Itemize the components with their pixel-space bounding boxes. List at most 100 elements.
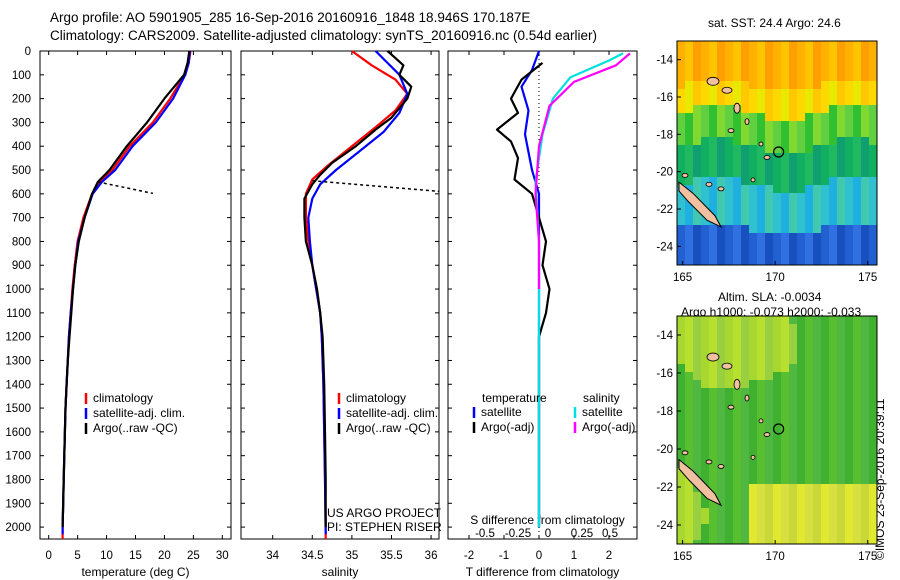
sst-map-cell — [813, 121, 821, 129]
sst-map-cell — [797, 241, 805, 249]
sla-map-cell — [717, 396, 725, 404]
sst-map-cell — [853, 217, 861, 225]
difference-top-tick-label: -0.25 — [505, 528, 531, 540]
sla-map-cell — [821, 508, 829, 516]
sla-map-cell — [821, 428, 829, 436]
sla-map-cell — [837, 380, 845, 388]
sst-map-cell — [709, 89, 717, 97]
sst-map-cell — [765, 185, 773, 193]
sla-map-cell — [773, 532, 781, 540]
sla-map-cell — [861, 500, 869, 508]
sla-map-cell — [773, 468, 781, 476]
sla-map-cell — [781, 492, 789, 500]
sst-map-cell — [813, 249, 821, 257]
sst-map-cell — [733, 137, 741, 145]
sla-map-cell — [717, 532, 725, 540]
sla-map-cell — [685, 316, 693, 324]
sla-map-cell — [829, 420, 837, 428]
sla-map-cell — [853, 348, 861, 356]
sla-map-cell — [733, 372, 741, 380]
sla-map-cell — [725, 492, 733, 500]
temperature-x-tick-label: 15 — [129, 550, 142, 562]
sla-map-cell — [837, 356, 845, 364]
sst-map-cell — [725, 225, 733, 233]
depth-tick-label: 1900 — [5, 498, 31, 510]
sst-map-cell — [813, 129, 821, 137]
sst-map-cell — [717, 225, 725, 233]
sla-map-cell — [685, 356, 693, 364]
sla-map-cell — [797, 532, 805, 540]
sla-map-cell — [797, 316, 805, 324]
sla-map-cell — [813, 404, 821, 412]
sst-map-cell — [685, 145, 693, 153]
sst-map-lat-label: -20 — [656, 167, 673, 179]
sst-map-cell — [797, 113, 805, 121]
sst-map-cell — [845, 89, 853, 97]
sla-map-cell — [765, 516, 773, 524]
sla-map-cell — [861, 348, 869, 356]
sst-map-cell — [709, 65, 717, 73]
sla-map-cell — [797, 356, 805, 364]
sla-map-cell — [773, 492, 781, 500]
sst-map-cell — [701, 89, 709, 97]
sla-map-cell — [781, 524, 789, 532]
temperature-series-line — [61, 50, 192, 539]
sst-map-cell — [837, 129, 845, 137]
sla-map-cell — [837, 388, 845, 396]
sst-map-cell — [829, 137, 837, 145]
sst-map-cell — [853, 153, 861, 161]
sla-map-cell — [869, 404, 877, 412]
sla-map-cell — [757, 316, 765, 324]
sla-map-cell — [829, 404, 837, 412]
sst-map-cell — [821, 217, 829, 225]
sst-map-cell — [845, 257, 853, 265]
sla-map-cell — [677, 340, 685, 348]
sst-map-cell — [725, 41, 733, 49]
sla-map-cell — [789, 380, 797, 388]
sst-map-cell — [797, 65, 805, 73]
sst-map-cell — [789, 161, 797, 169]
difference-top-tick-label: 0.5 — [602, 528, 618, 540]
sst-map-cell — [837, 169, 845, 177]
sst-map-cell — [821, 209, 829, 217]
difference-top-tick-label: 0 — [545, 528, 551, 540]
sla-map-cell — [725, 460, 733, 468]
sla-map-cell — [805, 364, 813, 372]
sst-map-cell — [765, 113, 773, 121]
salinity-legend-label: satellite-adj. clim. — [346, 406, 438, 420]
sst-map-cell — [677, 121, 685, 129]
sla-map-cell — [749, 396, 757, 404]
sla-map-cell — [693, 364, 701, 372]
sla-map-cell — [701, 468, 709, 476]
sst-map-cell — [773, 225, 781, 233]
sla-map-cell — [749, 428, 757, 436]
sst-map-cell — [717, 209, 725, 217]
sst-map-cell — [725, 241, 733, 249]
sst-map-cell — [685, 81, 693, 89]
sla-map-cell — [757, 412, 765, 420]
sla-map-cell — [853, 476, 861, 484]
sst-map-cell — [837, 113, 845, 121]
sst-map-cell — [789, 185, 797, 193]
sla-map-cell — [677, 356, 685, 364]
sst-map-cell — [685, 225, 693, 233]
sst-map-cell — [717, 65, 725, 73]
sst-map-cell — [781, 225, 789, 233]
sst-map-cell — [829, 129, 837, 137]
sst-map-cell — [693, 249, 701, 257]
new-caledonia-shape — [678, 458, 723, 507]
sla-map-cell — [805, 428, 813, 436]
sla-map-cell — [845, 348, 853, 356]
sla-map-cell — [685, 444, 693, 452]
sla-map-cell — [725, 524, 733, 532]
depth-tick-label: 600 — [12, 189, 31, 201]
temperature-legend-label: Argo(..raw -QC) — [93, 421, 178, 435]
sla-map-cell — [861, 460, 869, 468]
sla-map-cell — [725, 468, 733, 476]
sst-map-cell — [685, 161, 693, 169]
sst-map-cell — [837, 81, 845, 89]
sst-map-cell — [845, 233, 853, 241]
sla-map-cell — [773, 356, 781, 364]
sst-map-cell — [701, 97, 709, 105]
sla-map-lon-label: 170 — [766, 551, 785, 563]
